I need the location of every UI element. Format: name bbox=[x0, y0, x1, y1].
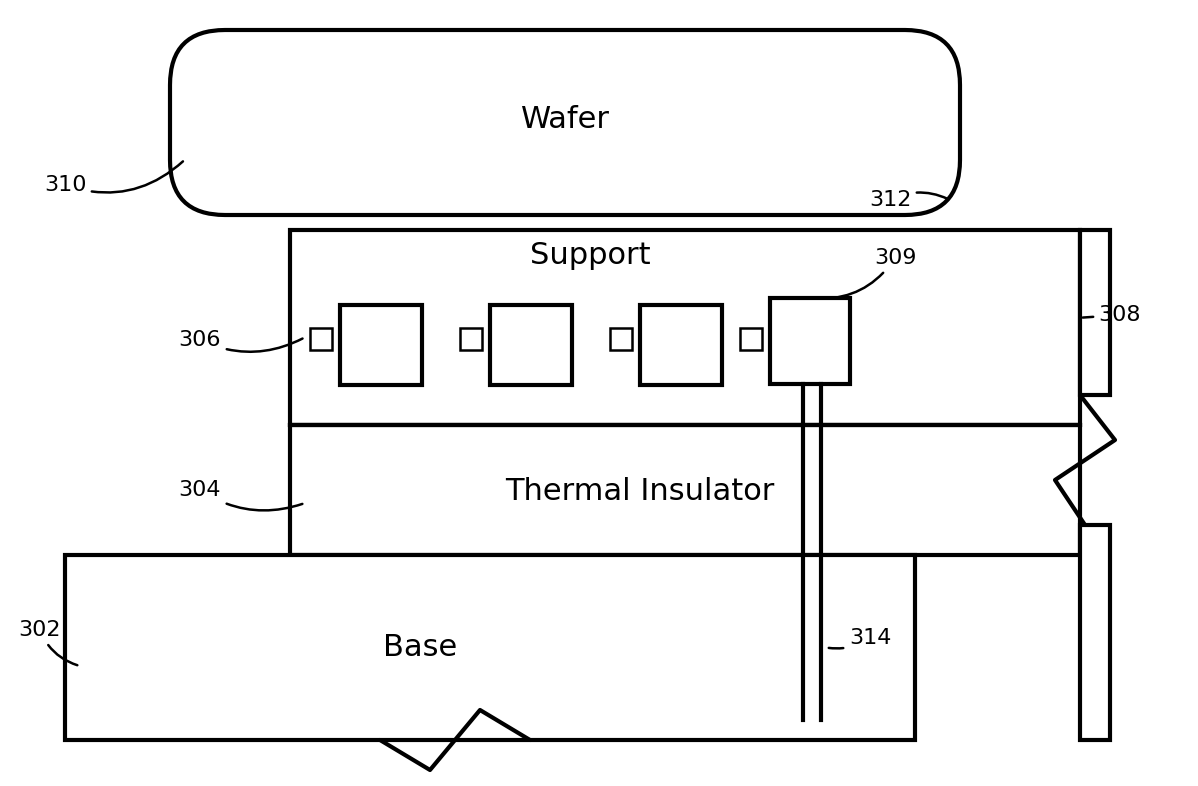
Bar bbox=[1081, 230, 1111, 395]
Text: 304: 304 bbox=[179, 480, 302, 510]
Bar bbox=[770, 298, 851, 384]
Bar bbox=[460, 328, 482, 350]
Bar bbox=[65, 555, 915, 740]
Bar bbox=[290, 230, 1081, 425]
Bar bbox=[290, 425, 1081, 555]
Text: Wafer: Wafer bbox=[520, 105, 610, 134]
Bar bbox=[740, 328, 762, 350]
Bar bbox=[610, 328, 633, 350]
Text: Thermal Insulator: Thermal Insulator bbox=[506, 478, 775, 506]
Bar bbox=[640, 305, 722, 385]
Bar bbox=[340, 305, 422, 385]
Bar bbox=[310, 328, 332, 350]
Text: 302: 302 bbox=[19, 620, 78, 665]
Text: Support: Support bbox=[530, 241, 651, 270]
Text: 310: 310 bbox=[44, 161, 183, 195]
Bar bbox=[490, 305, 571, 385]
Text: Base: Base bbox=[383, 634, 458, 663]
FancyBboxPatch shape bbox=[170, 30, 960, 215]
Bar bbox=[1081, 525, 1111, 740]
Text: 306: 306 bbox=[179, 330, 303, 352]
Text: 309: 309 bbox=[812, 248, 916, 299]
Text: 312: 312 bbox=[869, 190, 948, 210]
Text: 308: 308 bbox=[1083, 305, 1142, 325]
Text: 314: 314 bbox=[829, 628, 891, 648]
